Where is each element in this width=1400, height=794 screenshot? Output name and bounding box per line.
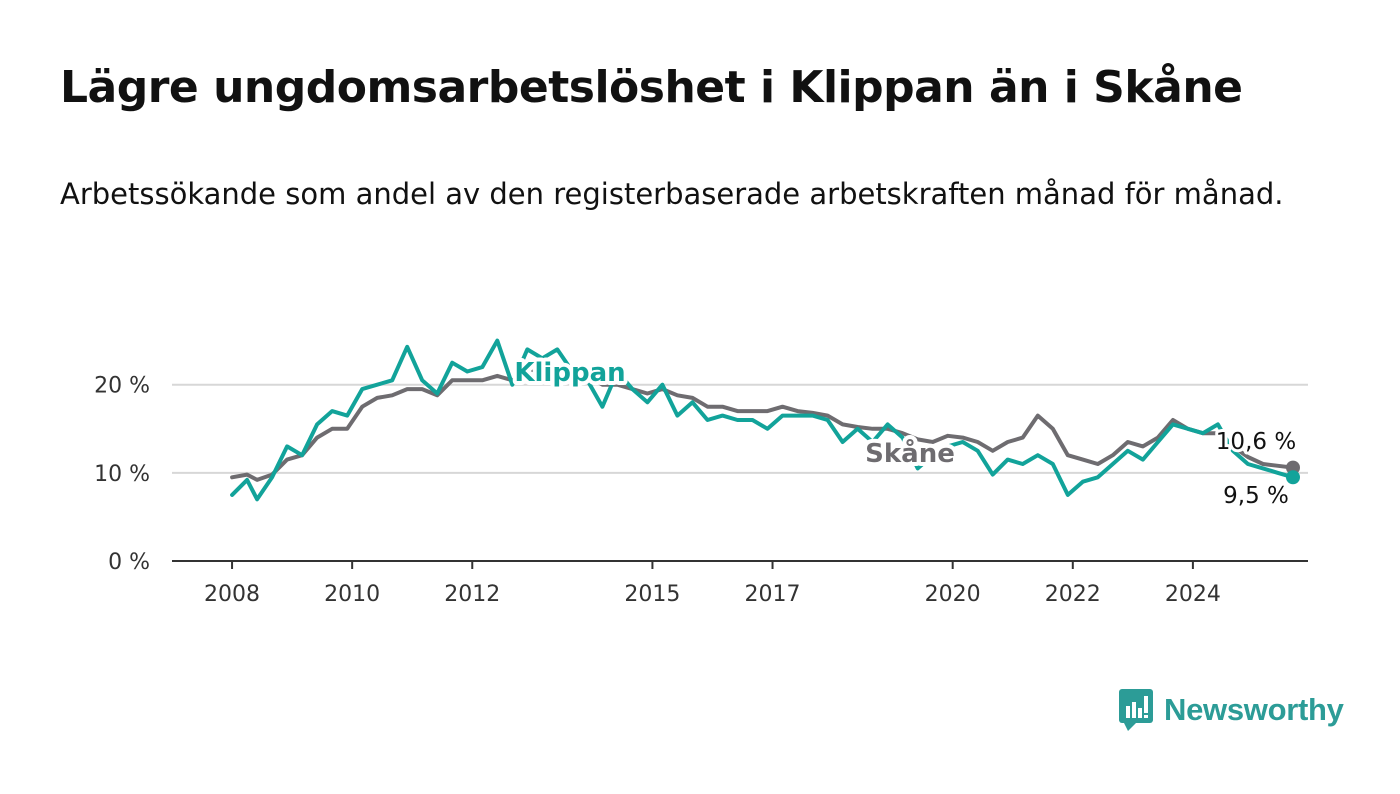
x-tick-label: 2010 xyxy=(324,582,380,607)
end-point-klippan xyxy=(1285,470,1300,485)
line-chart: 0 % 10 % 20 % 2008 2010 2012 2015 2017 2020 2022… xyxy=(94,338,1308,607)
series-label-skane-halo: Skåne xyxy=(865,437,955,469)
end-label-skane: 10,6 % xyxy=(1216,429,1296,455)
x-tick-label: 2017 xyxy=(745,582,801,607)
x-tick-label: 2020 xyxy=(925,582,981,607)
series-label-klippan-halo: Klippan xyxy=(514,358,625,388)
series-label-skane: Skåne xyxy=(865,437,955,469)
y-axis: 0 % 10 % 20 % xyxy=(94,374,150,575)
x-tick-label: 2008 xyxy=(204,582,260,607)
series-line-skane xyxy=(230,365,1295,482)
chart-title: Lägre ungdomsarbetslöshet i Klippan än i… xyxy=(60,62,1243,113)
x-tick-label: 2024 xyxy=(1165,582,1221,607)
newsworthy-logo-icon xyxy=(1119,689,1153,731)
chart-subtitle: Arbetssökande som andel av den registerb… xyxy=(60,177,1284,211)
x-tick-label: 2022 xyxy=(1045,582,1101,607)
brand-name: Newsworthy xyxy=(1164,692,1344,727)
series-line-klippan xyxy=(230,338,1295,502)
end-label-klippan: 9,5 % xyxy=(1223,483,1289,509)
y-tick-label: 10 % xyxy=(94,462,150,487)
series-label-klippan: Klippan xyxy=(514,358,625,388)
grid-layer xyxy=(172,383,1308,562)
x-tick-label: 2012 xyxy=(444,582,500,607)
end-label-skane-halo: 10,6 % xyxy=(1216,429,1296,455)
x-tick-label: 2015 xyxy=(624,582,680,607)
y-tick-label: 0 % xyxy=(108,550,150,575)
y-tick-label: 20 % xyxy=(94,374,150,399)
x-axis: 2008 2010 2012 2015 2017 2020 2022 2024 xyxy=(204,561,1221,607)
brand: Newsworthy xyxy=(1118,688,1344,732)
end-label-klippan-halo: 9,5 % xyxy=(1223,483,1289,509)
series-lines xyxy=(230,338,1300,502)
end-point-skane xyxy=(1285,460,1300,475)
